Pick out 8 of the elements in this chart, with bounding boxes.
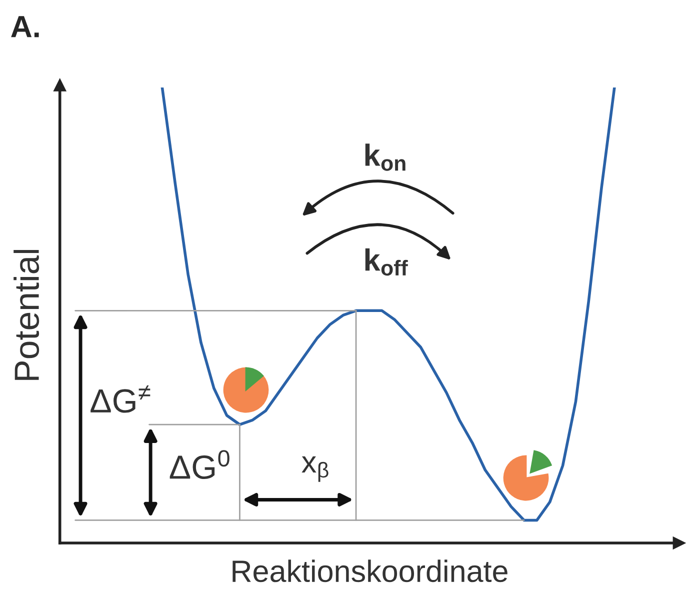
- y-axis-title: Potential: [14, 250, 40, 380]
- chart-title: A.: [11, 16, 39, 38]
- x-axis-title: Reaktionskoordinate: [232, 560, 508, 582]
- annotation: ΔG$^{0}$: [170, 450, 230, 480]
- annotation: k$_{on}$: [365, 144, 406, 171]
- annotation: k$_{off}$: [365, 248, 408, 276]
- annotation: x$_{β}$: [302, 456, 328, 482]
- text: ΔG$^{≠}$: [90, 385, 150, 413]
